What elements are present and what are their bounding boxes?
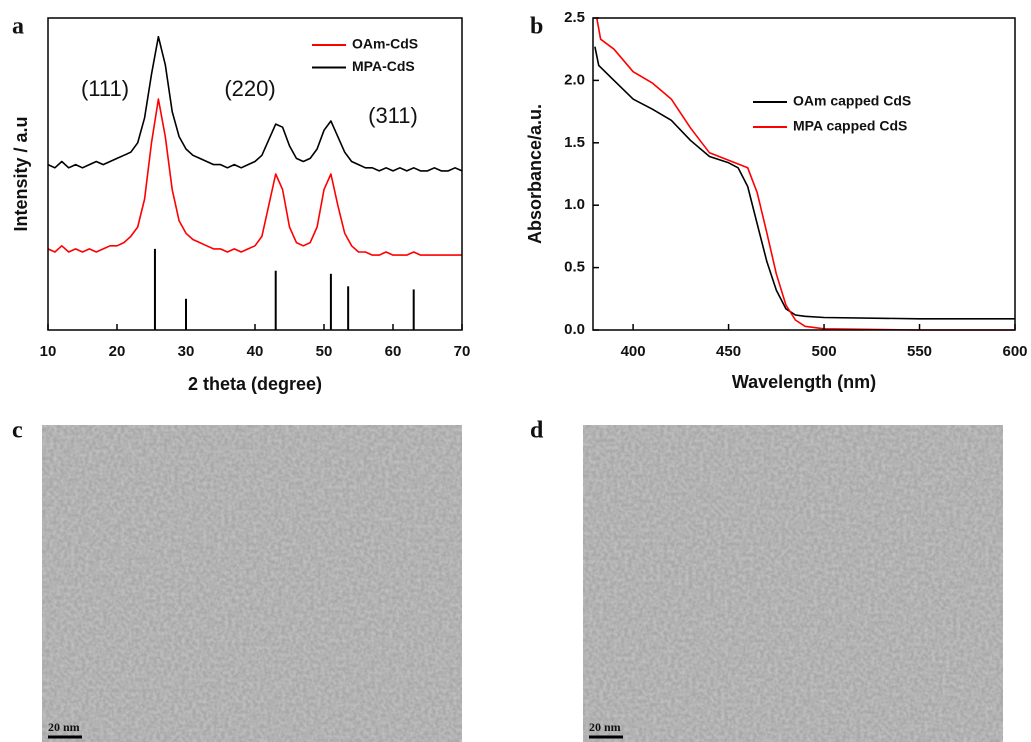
series-line	[47, 35, 463, 172]
tem-micrograph	[42, 425, 462, 742]
x-tick-label: 550	[907, 343, 932, 360]
y-tick-label: 1.5	[564, 134, 585, 151]
chart-panel: a 10 20 30 40 50 60 70 2 theta (degree) Intensity…	[11, 14, 471, 394]
tem-micrograph	[583, 425, 1003, 742]
panel-label: c	[12, 418, 23, 444]
legend-label: OAm capped CdS	[793, 93, 911, 109]
chart-panel: b 400 450 500 550 600 0.0 0.5 1.0 1.5 2.0 2.5 Wavele…	[525, 9, 1028, 392]
scale-bar-label: 20 nm	[589, 720, 621, 734]
x-tick-label: 70	[454, 343, 471, 360]
scale-bar-label: 20 nm	[48, 720, 80, 734]
x-tick-label: 60	[385, 343, 402, 360]
x-axis-label: Wavelength (nm)	[732, 372, 876, 392]
panel-label: b	[530, 14, 543, 40]
x-tick-label: 600	[1002, 343, 1027, 360]
y-axis-label: Absorbance/a.u.	[525, 104, 545, 244]
legend-label: MPA capped CdS	[793, 118, 907, 134]
x-tick-label: 500	[812, 343, 837, 360]
x-tick-label: 30	[178, 343, 195, 360]
legend-label: MPA-CdS	[352, 58, 415, 74]
y-tick-label: 0.0	[564, 321, 585, 338]
x-tick-label: 40	[247, 343, 264, 360]
x-tick-label: 20	[109, 343, 126, 360]
x-tick-label: 50	[316, 343, 333, 360]
panel-label: d	[530, 418, 544, 444]
x-tick-label: 10	[40, 343, 57, 360]
peak-annotation: (220)	[224, 76, 275, 101]
series-line	[594, 46, 1015, 320]
y-tick-label: 0.5	[564, 259, 585, 276]
tem-image-c: 20 nm c	[12, 418, 462, 742]
tem-image-d: 20 nm d	[530, 418, 1003, 742]
y-axis-label: Intensity / a.u	[11, 116, 31, 231]
x-tick-label: 450	[716, 343, 741, 360]
y-tick-label: 2.5	[564, 9, 585, 26]
y-tick-label: 1.0	[564, 196, 585, 213]
series-line	[47, 98, 462, 256]
y-tick-label: 2.0	[564, 71, 585, 88]
legend-label: OAm-CdS	[352, 36, 418, 52]
plot-frame	[592, 17, 1016, 331]
x-tick-label: 400	[621, 343, 646, 360]
peak-annotation: (111)	[81, 76, 129, 101]
series-line	[596, 17, 1015, 331]
panel-label: a	[12, 14, 24, 40]
x-axis-label: 2 theta (degree)	[188, 374, 322, 394]
peak-annotation: (311)	[368, 103, 418, 128]
